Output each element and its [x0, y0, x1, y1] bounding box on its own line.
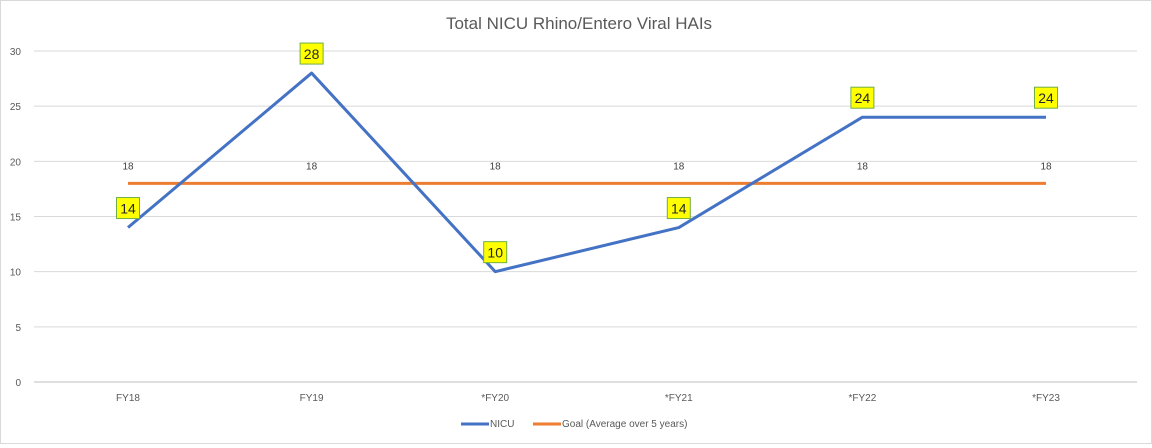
- series-lines: [127, 71, 1046, 274]
- data-label-goal: 18: [122, 161, 134, 172]
- data-labels: 14 28 10 14 24 24 18 18 18 18 18 18: [116, 42, 1058, 264]
- y-tick-label: 5: [15, 323, 21, 334]
- data-label-text: 14: [120, 201, 136, 217]
- x-tick-label: *FY20: [481, 393, 509, 404]
- legend-label: NICU: [490, 419, 514, 430]
- y-tick-label: 15: [10, 213, 22, 224]
- x-tick-label: *FY23: [1032, 393, 1060, 404]
- data-label-text: 14: [671, 201, 687, 217]
- data-label-text: 24: [855, 90, 871, 106]
- y-tick-label: 0: [15, 378, 21, 389]
- data-label-box: [850, 86, 875, 109]
- data-label-box: [116, 197, 140, 220]
- data-label-nicu: 10: [483, 241, 508, 264]
- chart-title: Total NICU Rhino/Entero Viral HAIs: [446, 14, 712, 33]
- data-label-box: [666, 197, 691, 220]
- data-label-box: [483, 241, 508, 264]
- y-axis-tick-labels: 0 5 10 15 20 25 30: [10, 47, 22, 389]
- data-label-nicu: 24: [850, 86, 875, 109]
- legend-item-0: NICU: [461, 419, 514, 430]
- data-label-nicu: 14: [666, 197, 691, 220]
- data-label-nicu: 28: [299, 42, 324, 65]
- data-label-nicu: 14: [116, 197, 140, 220]
- x-tick-label: FY18: [116, 393, 140, 404]
- data-label-goal: 18: [857, 161, 869, 172]
- x-axis-tick-labels: FY18 FY19 *FY20 *FY21 *FY22 *FY23: [116, 393, 1060, 404]
- data-label-text: 24: [1038, 90, 1054, 106]
- legend-item-1: Goal (Average over 5 years): [533, 419, 687, 430]
- y-tick-label: 10: [10, 268, 22, 279]
- data-label-nicu: 24: [1034, 86, 1058, 109]
- x-tick-label: *FY21: [665, 393, 693, 404]
- y-tick-label: 20: [10, 157, 22, 168]
- data-label-goal: 18: [490, 161, 502, 172]
- data-label-text: 10: [487, 245, 503, 261]
- data-label-text: 28: [304, 46, 320, 62]
- data-label-box: [1034, 86, 1058, 109]
- gridlines: [34, 50, 1137, 383]
- data-label-goal: 18: [1040, 161, 1052, 172]
- data-label-goal: 18: [673, 161, 685, 172]
- x-tick-label: *FY22: [849, 393, 877, 404]
- y-tick-label: 25: [10, 102, 22, 113]
- x-tick-label: FY19: [300, 393, 324, 404]
- y-tick-label: 30: [10, 47, 22, 58]
- series-line-0: [127, 71, 1046, 274]
- data-label-goal: 18: [306, 161, 318, 172]
- data-label-box: [299, 42, 324, 65]
- legend-label: Goal (Average over 5 years): [562, 419, 687, 430]
- legend: NICU Goal (Average over 5 years): [461, 419, 687, 430]
